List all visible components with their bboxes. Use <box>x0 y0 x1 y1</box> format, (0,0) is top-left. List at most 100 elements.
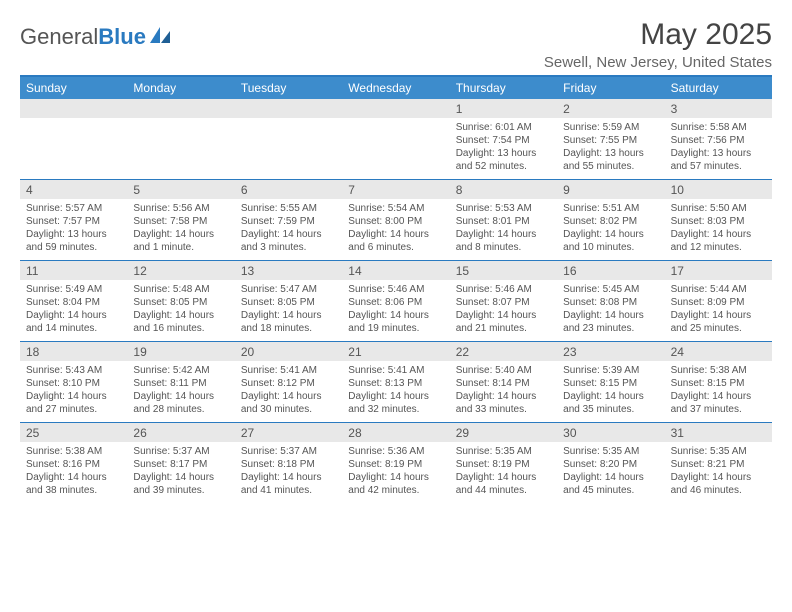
logo-word1: General <box>20 24 98 49</box>
sunset-text: Sunset: 8:06 PM <box>348 296 443 309</box>
dl1-text: Daylight: 14 hours <box>456 390 551 403</box>
week-num-row: 25262728293031 <box>20 422 772 442</box>
sunset-text: Sunset: 7:59 PM <box>241 215 336 228</box>
sunset-text: Sunset: 8:05 PM <box>133 296 228 309</box>
dl1-text: Daylight: 14 hours <box>348 228 443 241</box>
dl1-text: Daylight: 14 hours <box>241 471 336 484</box>
sunrise-text: Sunrise: 5:35 AM <box>671 445 766 458</box>
dl1-text: Daylight: 14 hours <box>563 309 658 322</box>
sunset-text: Sunset: 8:04 PM <box>26 296 121 309</box>
day-cell: Sunrise: 5:35 AMSunset: 8:21 PMDaylight:… <box>665 442 772 503</box>
day-cell: Sunrise: 5:40 AMSunset: 8:14 PMDaylight:… <box>450 361 557 422</box>
dl2-text: and 21 minutes. <box>456 322 551 335</box>
dl2-text: and 52 minutes. <box>456 160 551 173</box>
sunrise-text: Sunrise: 5:51 AM <box>563 202 658 215</box>
day-number <box>20 99 127 118</box>
day-number: 27 <box>235 423 342 442</box>
day-cell: Sunrise: 5:37 AMSunset: 8:17 PMDaylight:… <box>127 442 234 503</box>
day-number: 4 <box>20 180 127 199</box>
day-cell: Sunrise: 5:35 AMSunset: 8:19 PMDaylight:… <box>450 442 557 503</box>
dl1-text: Daylight: 14 hours <box>241 228 336 241</box>
dl1-text: Daylight: 14 hours <box>563 471 658 484</box>
month-title: May 2025 <box>544 18 772 52</box>
day-cell: Sunrise: 5:35 AMSunset: 8:20 PMDaylight:… <box>557 442 664 503</box>
sunset-text: Sunset: 8:13 PM <box>348 377 443 390</box>
dl2-text: and 12 minutes. <box>671 241 766 254</box>
dl1-text: Daylight: 14 hours <box>133 471 228 484</box>
day-cell: Sunrise: 5:57 AMSunset: 7:57 PMDaylight:… <box>20 199 127 260</box>
sunrise-text: Sunrise: 5:53 AM <box>456 202 551 215</box>
day-cell: Sunrise: 5:46 AMSunset: 8:06 PMDaylight:… <box>342 280 449 341</box>
dl1-text: Daylight: 14 hours <box>563 228 658 241</box>
day-number <box>342 99 449 118</box>
title-block: May 2025 Sewell, New Jersey, United Stat… <box>544 18 772 71</box>
logo-text: GeneralBlue <box>20 24 146 50</box>
dow-monday: Monday <box>127 77 234 99</box>
dow-sunday: Sunday <box>20 77 127 99</box>
sunrise-text: Sunrise: 5:39 AM <box>563 364 658 377</box>
day-number: 10 <box>665 180 772 199</box>
sunrise-text: Sunrise: 5:48 AM <box>133 283 228 296</box>
sunrise-text: Sunrise: 5:49 AM <box>26 283 121 296</box>
dl1-text: Daylight: 13 hours <box>671 147 766 160</box>
sunrise-text: Sunrise: 5:45 AM <box>563 283 658 296</box>
sunset-text: Sunset: 8:03 PM <box>671 215 766 228</box>
day-cell: Sunrise: 5:44 AMSunset: 8:09 PMDaylight:… <box>665 280 772 341</box>
dl1-text: Daylight: 14 hours <box>241 309 336 322</box>
logo-word2: Blue <box>98 24 146 49</box>
day-number: 31 <box>665 423 772 442</box>
sunrise-text: Sunrise: 5:35 AM <box>563 445 658 458</box>
week-num-row: 11121314151617 <box>20 260 772 280</box>
dl2-text: and 38 minutes. <box>26 484 121 497</box>
week-num-row: 18192021222324 <box>20 341 772 361</box>
sunset-text: Sunset: 7:57 PM <box>26 215 121 228</box>
dl2-text: and 33 minutes. <box>456 403 551 416</box>
day-number: 17 <box>665 261 772 280</box>
dow-friday: Friday <box>557 77 664 99</box>
sunrise-text: Sunrise: 6:01 AM <box>456 121 551 134</box>
sunrise-text: Sunrise: 5:55 AM <box>241 202 336 215</box>
dl2-text: and 3 minutes. <box>241 241 336 254</box>
dl2-text: and 16 minutes. <box>133 322 228 335</box>
day-cell: Sunrise: 5:59 AMSunset: 7:55 PMDaylight:… <box>557 118 664 179</box>
dl1-text: Daylight: 14 hours <box>241 390 336 403</box>
sunrise-text: Sunrise: 5:46 AM <box>456 283 551 296</box>
dl2-text: and 6 minutes. <box>348 241 443 254</box>
dl2-text: and 46 minutes. <box>671 484 766 497</box>
sunrise-text: Sunrise: 5:50 AM <box>671 202 766 215</box>
dl2-text: and 37 minutes. <box>671 403 766 416</box>
dl1-text: Daylight: 14 hours <box>133 228 228 241</box>
calendar: Sunday Monday Tuesday Wednesday Thursday… <box>20 75 772 503</box>
dl2-text: and 39 minutes. <box>133 484 228 497</box>
day-number: 24 <box>665 342 772 361</box>
sunset-text: Sunset: 8:11 PM <box>133 377 228 390</box>
sunrise-text: Sunrise: 5:42 AM <box>133 364 228 377</box>
day-number <box>127 99 234 118</box>
day-number: 16 <box>557 261 664 280</box>
day-number: 2 <box>557 99 664 118</box>
day-number: 26 <box>127 423 234 442</box>
dl2-text: and 35 minutes. <box>563 403 658 416</box>
dl1-text: Daylight: 14 hours <box>348 471 443 484</box>
sunset-text: Sunset: 8:01 PM <box>456 215 551 228</box>
sunrise-text: Sunrise: 5:38 AM <box>671 364 766 377</box>
day-cell: Sunrise: 5:56 AMSunset: 7:58 PMDaylight:… <box>127 199 234 260</box>
day-number: 30 <box>557 423 664 442</box>
day-cell <box>20 118 127 179</box>
sunset-text: Sunset: 7:56 PM <box>671 134 766 147</box>
dl1-text: Daylight: 14 hours <box>671 390 766 403</box>
dl1-text: Daylight: 14 hours <box>456 471 551 484</box>
dl2-text: and 23 minutes. <box>563 322 658 335</box>
day-cell: Sunrise: 5:38 AMSunset: 8:15 PMDaylight:… <box>665 361 772 422</box>
dl1-text: Daylight: 14 hours <box>671 471 766 484</box>
sunrise-text: Sunrise: 5:57 AM <box>26 202 121 215</box>
sunset-text: Sunset: 8:07 PM <box>456 296 551 309</box>
sunset-text: Sunset: 8:10 PM <box>26 377 121 390</box>
dl1-text: Daylight: 14 hours <box>671 309 766 322</box>
dl1-text: Daylight: 14 hours <box>348 390 443 403</box>
dl2-text: and 27 minutes. <box>26 403 121 416</box>
sunrise-text: Sunrise: 5:46 AM <box>348 283 443 296</box>
day-number: 9 <box>557 180 664 199</box>
day-cell: Sunrise: 5:41 AMSunset: 8:13 PMDaylight:… <box>342 361 449 422</box>
week-detail-row: Sunrise: 5:49 AMSunset: 8:04 PM Daylight:… <box>20 280 772 341</box>
